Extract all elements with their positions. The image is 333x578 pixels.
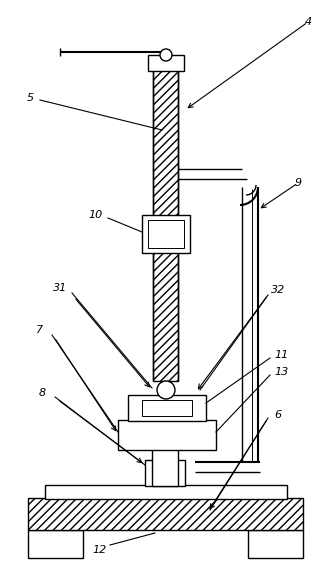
Bar (45, 485, 287, 499)
Text: 4: 4 (304, 17, 312, 27)
Circle shape (157, 381, 175, 399)
Text: 9: 9 (294, 178, 302, 188)
Bar (152, 448, 178, 486)
Bar (153, 65, 178, 381)
Bar (148, 55, 184, 71)
Bar (28, 530, 83, 558)
Text: 6: 6 (274, 410, 282, 420)
Text: 32: 32 (271, 285, 285, 295)
Circle shape (160, 49, 172, 61)
Bar (145, 460, 185, 486)
Text: 12: 12 (93, 545, 107, 555)
Bar (118, 420, 216, 450)
Text: 11: 11 (275, 350, 289, 360)
Text: 13: 13 (275, 367, 289, 377)
Text: 8: 8 (38, 388, 46, 398)
Bar (128, 395, 206, 421)
Text: 31: 31 (53, 283, 67, 293)
Bar (142, 400, 192, 416)
Bar (248, 530, 303, 558)
Bar (142, 215, 190, 253)
Text: 5: 5 (26, 93, 34, 103)
Bar (148, 220, 184, 248)
Bar (28, 498, 303, 530)
Text: 7: 7 (36, 325, 44, 335)
Text: 10: 10 (89, 210, 103, 220)
